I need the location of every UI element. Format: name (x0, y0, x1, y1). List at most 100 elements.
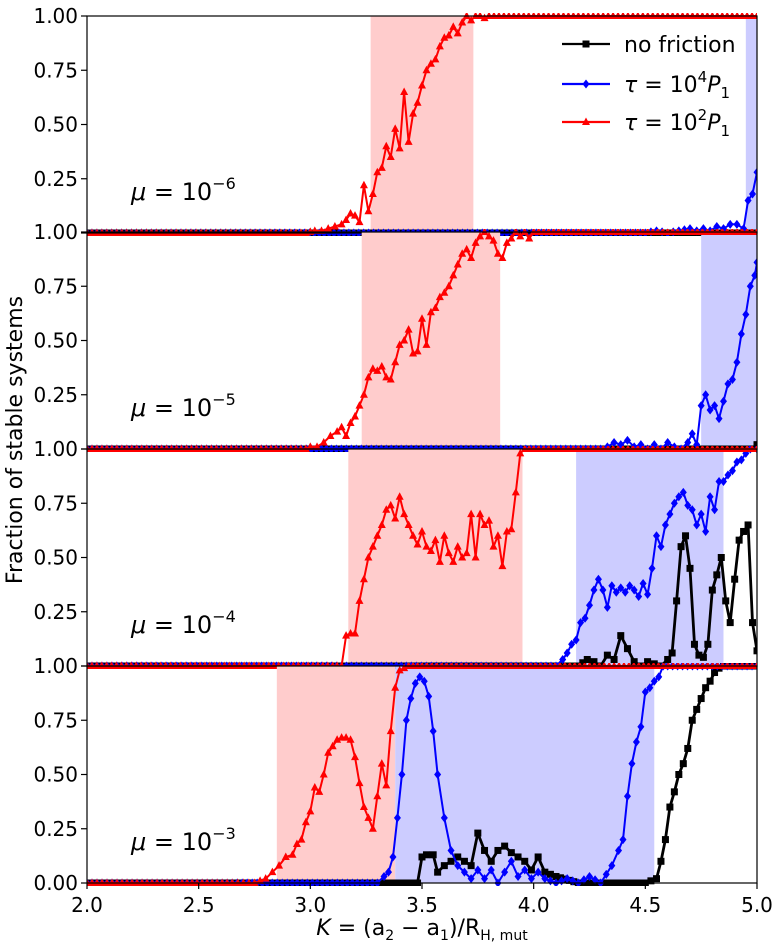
data-point-blue (679, 487, 687, 497)
data-point-blue (521, 865, 529, 875)
legend-label: τ = 102P1 (624, 106, 730, 140)
mu-label: μ = 10−6 (130, 174, 236, 206)
data-point-blue (327, 444, 335, 452)
data-point-red (471, 238, 480, 246)
data-point-black (679, 760, 687, 768)
data-point-black (541, 868, 549, 876)
data-point-blue (278, 878, 286, 886)
mu-exponent: −5 (212, 390, 236, 409)
data-point-black (590, 658, 598, 666)
data-point-red (413, 539, 422, 548)
data-point-red (342, 431, 351, 439)
mu-base: = 10 (146, 178, 212, 206)
data-point-red (502, 238, 511, 246)
data-point-blue (724, 470, 732, 480)
data-point-red (480, 13, 489, 22)
data-point-red (395, 340, 404, 348)
data-point-blue (487, 865, 495, 875)
data-point-black (704, 640, 712, 648)
legend-entry-1: no friction (562, 33, 736, 58)
data-point-black (670, 788, 678, 796)
data-point-blue (639, 579, 647, 589)
data-point-blue (744, 195, 752, 205)
data-point-blue (753, 167, 757, 177)
data-point-red (444, 281, 453, 290)
data-point-black (735, 536, 743, 544)
x-tick-label: 2.5 (183, 893, 215, 917)
data-point-red (337, 422, 346, 431)
y-tick-label: 0.25 (33, 167, 78, 191)
data-point-blue (332, 444, 340, 452)
data-point-red (373, 531, 382, 539)
data-point-black (690, 640, 698, 648)
data-point-blue (697, 509, 705, 519)
data-point-red (453, 542, 462, 550)
data-point-blue (318, 878, 326, 886)
data-point-blue (664, 437, 672, 447)
data-point-black (677, 543, 685, 551)
data-point-red (511, 487, 520, 496)
data-point-red (400, 509, 409, 518)
data-point-black (494, 846, 502, 854)
data-point-red (426, 59, 435, 67)
data-point-blue (608, 581, 616, 591)
data-point-red (163, 878, 172, 886)
data-point-red (346, 735, 355, 743)
data-point-blue (617, 583, 625, 593)
data-point-blue (552, 878, 560, 886)
data-point-red (493, 249, 502, 257)
data-point-blue (650, 676, 658, 686)
data-point-red (364, 813, 373, 821)
data-point-blue (268, 878, 276, 886)
data-point-blue (393, 813, 401, 823)
x-axis: 2.0 2.5 3.0 3.5 4.0 4.5 5.0 (71, 883, 773, 917)
data-point-red (342, 733, 351, 741)
data-point-red (458, 553, 467, 561)
data-point-red (297, 835, 306, 843)
data-point-blue (728, 466, 736, 476)
data-point-red (306, 806, 315, 815)
data-point-blue (630, 585, 638, 595)
data-point-red (178, 878, 187, 886)
y-tick-label: 0.50 (33, 329, 78, 353)
data-point-red (98, 878, 107, 886)
data-point-blue (586, 871, 593, 881)
y-tick-label: 0.75 (33, 58, 78, 82)
data-point-red (422, 340, 431, 348)
y-tick-label: 0.75 (33, 708, 78, 732)
data-point-red (351, 411, 359, 420)
data-point-blue (684, 437, 692, 447)
y-tick-label: 1.00 (33, 4, 78, 28)
data-point-blue (648, 563, 656, 573)
data-point-red (218, 878, 227, 886)
data-point-red (435, 41, 444, 50)
data-point-blue (657, 542, 665, 552)
data-point-red (326, 431, 335, 439)
data-point-blue (702, 390, 710, 400)
data-point-blue (481, 874, 489, 884)
data-point-blue (623, 791, 631, 801)
data-point-blue (474, 865, 482, 875)
data-point-black (603, 651, 611, 659)
data-point-blue (684, 500, 692, 510)
data-point-red (346, 418, 355, 426)
data-point-red (364, 372, 373, 381)
data-point-black (682, 532, 690, 540)
data-point-red (330, 221, 339, 230)
y-tick-label: 0.50 (33, 546, 78, 570)
data-point-blue (706, 405, 714, 415)
data-point-red (123, 878, 132, 886)
data-point-black (440, 862, 448, 870)
data-point-black (657, 857, 665, 865)
y-tick-label: 0.50 (33, 763, 78, 787)
data-point-red (261, 874, 270, 882)
mu-label: μ = 10−4 (130, 607, 236, 639)
data-point-red (364, 206, 373, 215)
data-point-black (726, 619, 734, 627)
data-point-blue (711, 401, 719, 411)
data-point-blue (342, 444, 350, 452)
data-point-blue (317, 444, 325, 452)
data-point-black (697, 695, 705, 703)
data-point-red (133, 878, 142, 886)
mu-base: = 10 (146, 611, 212, 639)
